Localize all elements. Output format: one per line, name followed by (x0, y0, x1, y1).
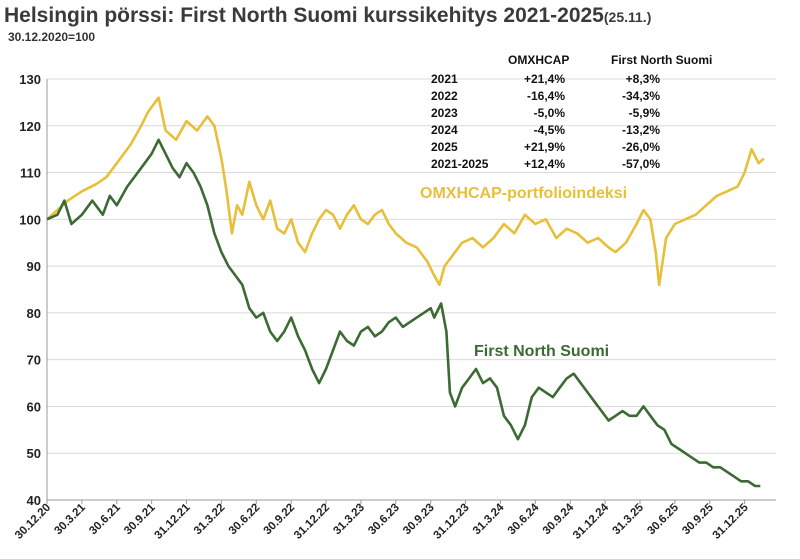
y-tick-label: 120 (19, 119, 41, 134)
series-label-first-north: First North Suomi (474, 343, 609, 360)
title-date: (25.11.) (603, 9, 652, 25)
x-tick-label: 31.12.25 (711, 501, 752, 542)
chart-title: Helsingin pörssi: First North Suomi kurs… (4, 4, 651, 28)
y-tick-label: 40 (27, 493, 41, 508)
table-cell-omxhcap: -5,0% (534, 106, 566, 120)
table-cell-first-north: -26,0% (622, 140, 660, 154)
y-axis-ticks: 40 50 60 70 80 90 100 110 120 130 (19, 72, 41, 508)
x-tick-label: 31.12.21 (153, 501, 194, 542)
table-row-year: 2021 (431, 72, 458, 86)
x-tick-label: 30.6.25 (645, 501, 681, 537)
y-tick-label: 130 (19, 72, 41, 87)
x-tick-label: 31.3.23 (331, 502, 367, 538)
x-tick-label: 31.12.23 (432, 502, 472, 542)
x-tick-label: 31.12.22 (292, 502, 332, 542)
performance-table: OMXHCAP First North Suomi 2021 +21,4% +8,3… (431, 53, 712, 171)
y-tick-label: 50 (27, 446, 41, 461)
table-cell-first-north: +8,3% (626, 72, 661, 86)
table-cell-first-north: -57,0% (622, 157, 660, 171)
table-row-year: 2021-2025 (431, 157, 489, 171)
table-cell-omxhcap: +21,4% (524, 72, 565, 86)
x-tick-label: 30.3.21 (52, 501, 88, 537)
x-tick-label: 30.6.24 (506, 501, 542, 537)
table-cell-first-north: -5,9% (629, 106, 661, 120)
table-cell-first-north: -34,3% (622, 89, 660, 103)
x-tick-label: 30.6.23 (366, 502, 402, 538)
x-tick-label: 30.9.23 (401, 502, 437, 538)
x-tick-label: 31.3.25 (610, 501, 646, 537)
table-cell-omxhcap: -16,4% (527, 89, 565, 103)
y-tick-label: 80 (27, 306, 41, 321)
x-tick-label: 31.3.24 (471, 501, 507, 537)
title-main: Helsingin pörssi: First North Suomi kurs… (4, 4, 604, 27)
x-tick-label: 31.3.22 (192, 502, 228, 538)
first-north-series-line (46, 138, 761, 488)
omxhcap-series-line (46, 96, 765, 287)
y-tick-label: 110 (20, 166, 41, 181)
table-row-year: 2023 (431, 106, 458, 120)
table-row-year: 2022 (431, 89, 458, 103)
table-header-first-north: First North Suomi (611, 53, 712, 67)
gridlines (47, 78, 776, 454)
y-tick-label: 100 (19, 212, 41, 227)
table-cell-first-north: -13,2% (622, 123, 660, 137)
x-tick-label: 30.6.21 (87, 501, 123, 537)
x-tick-label: 30.6.22 (227, 502, 263, 538)
table-row-year: 2024 (431, 123, 458, 137)
table-cell-omxhcap: +12,4% (524, 157, 565, 171)
x-tick-label: 30.9.22 (262, 502, 298, 538)
x-tick-label: 31.12.24 (571, 501, 612, 542)
series-label-omxhcap: OMXHCAP-portfolioindeksi (420, 185, 627, 202)
table-cell-omxhcap: -4,5% (534, 123, 566, 137)
y-tick-label: 70 (27, 353, 41, 368)
table-row-year: 2025 (431, 140, 458, 154)
chart-subtitle: 30.12.2020=100 (8, 30, 96, 44)
y-tick-label: 90 (27, 259, 41, 274)
series-lines (46, 96, 765, 488)
y-tick-label: 60 (27, 399, 41, 414)
axes (46, 79, 776, 504)
table-header-omxhcap: OMXHCAP (508, 53, 569, 67)
table-cell-omxhcap: +21,9% (524, 140, 565, 154)
